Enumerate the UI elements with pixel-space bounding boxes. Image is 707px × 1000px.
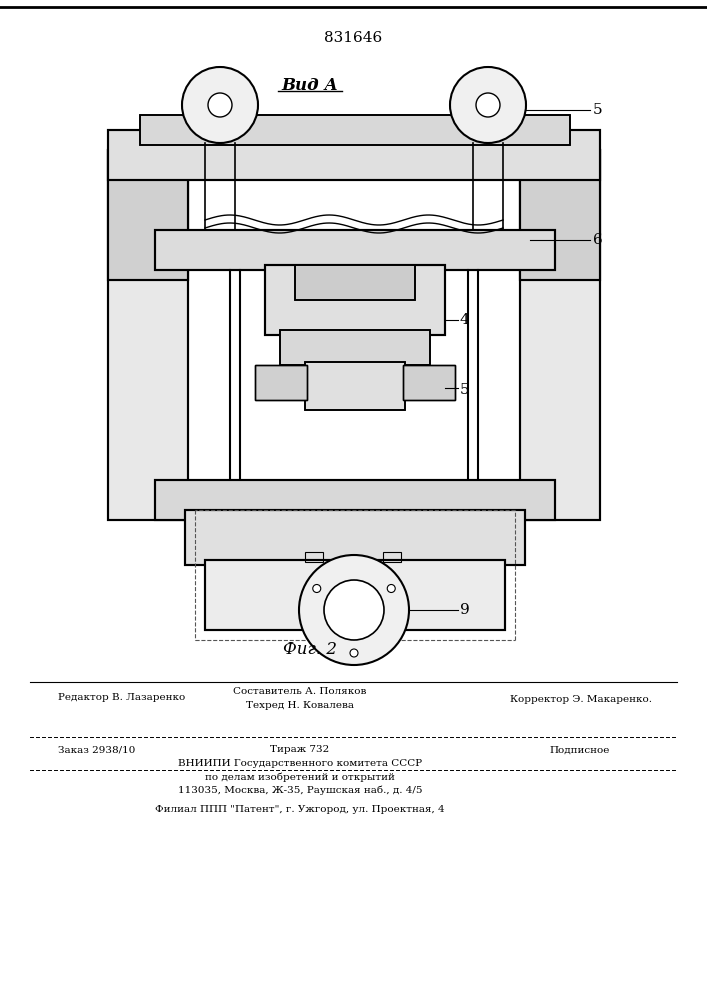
Circle shape bbox=[208, 93, 232, 117]
Text: ВНИИПИ Государственного комитета СССР: ВНИИПИ Государственного комитета СССР bbox=[178, 760, 422, 768]
Text: Составитель А. Поляков: Составитель А. Поляков bbox=[233, 688, 367, 696]
Circle shape bbox=[476, 93, 500, 117]
Bar bbox=[185, 510, 525, 565]
Text: 113035, Москва, Ж-35, Раушская наб., д. 4/5: 113035, Москва, Ж-35, Раушская наб., д. … bbox=[177, 785, 422, 795]
Circle shape bbox=[350, 649, 358, 657]
Bar bbox=[265, 265, 445, 335]
Bar bbox=[280, 330, 430, 365]
Bar bbox=[155, 480, 555, 520]
Text: 831646: 831646 bbox=[324, 31, 382, 45]
Bar bbox=[255, 365, 307, 400]
Bar bbox=[205, 560, 505, 630]
Bar bbox=[108, 150, 188, 520]
Bar bbox=[520, 150, 600, 520]
Bar bbox=[280, 330, 430, 365]
Bar bbox=[155, 230, 555, 270]
Circle shape bbox=[312, 584, 321, 592]
Text: 5: 5 bbox=[460, 383, 469, 397]
Text: 5: 5 bbox=[593, 103, 602, 117]
Circle shape bbox=[450, 67, 526, 143]
Circle shape bbox=[182, 67, 258, 143]
Text: 4: 4 bbox=[460, 313, 469, 327]
Bar bbox=[403, 365, 455, 400]
Bar bbox=[140, 115, 570, 145]
Text: 6: 6 bbox=[593, 233, 603, 247]
Bar bbox=[108, 150, 188, 520]
Bar bbox=[155, 230, 555, 270]
Bar bbox=[108, 150, 188, 280]
Bar bbox=[520, 150, 600, 520]
Bar bbox=[185, 510, 525, 565]
Text: Филиал ППП "Патент", г. Ужгород, ул. Проектная, 4: Филиал ППП "Патент", г. Ужгород, ул. Про… bbox=[156, 806, 445, 814]
Text: Техред Н. Ковалева: Техред Н. Ковалева bbox=[246, 702, 354, 710]
Circle shape bbox=[387, 584, 395, 592]
Circle shape bbox=[324, 580, 384, 640]
Bar bbox=[305, 362, 405, 410]
Text: 9: 9 bbox=[460, 603, 469, 617]
Text: по делам изобретений и открытий: по делам изобретений и открытий bbox=[205, 772, 395, 782]
Text: Вид А: Вид А bbox=[281, 77, 339, 94]
Bar bbox=[108, 130, 600, 180]
Text: Тираж 732: Тираж 732 bbox=[270, 746, 329, 754]
Bar bbox=[205, 560, 505, 630]
Circle shape bbox=[299, 555, 409, 665]
Bar bbox=[155, 480, 555, 520]
Bar bbox=[140, 115, 570, 145]
Bar bbox=[403, 365, 455, 400]
Bar bbox=[295, 265, 415, 300]
Text: Фиг. 2: Фиг. 2 bbox=[283, 642, 337, 658]
Bar bbox=[520, 150, 600, 280]
Text: Подписное: Подписное bbox=[550, 746, 610, 754]
Bar bbox=[305, 362, 405, 410]
Bar bbox=[255, 365, 307, 400]
Bar bbox=[265, 265, 445, 335]
Bar bbox=[305, 552, 323, 562]
Text: Редактор В. Лазаренко: Редактор В. Лазаренко bbox=[58, 692, 185, 702]
Text: Заказ 2938/10: Заказ 2938/10 bbox=[58, 746, 135, 754]
Bar bbox=[383, 552, 401, 562]
Bar bbox=[520, 150, 600, 280]
Text: Корректор Э. Макаренко.: Корректор Э. Макаренко. bbox=[510, 694, 652, 704]
Bar bbox=[295, 265, 415, 300]
Bar bbox=[108, 130, 600, 180]
Bar bbox=[108, 150, 188, 280]
